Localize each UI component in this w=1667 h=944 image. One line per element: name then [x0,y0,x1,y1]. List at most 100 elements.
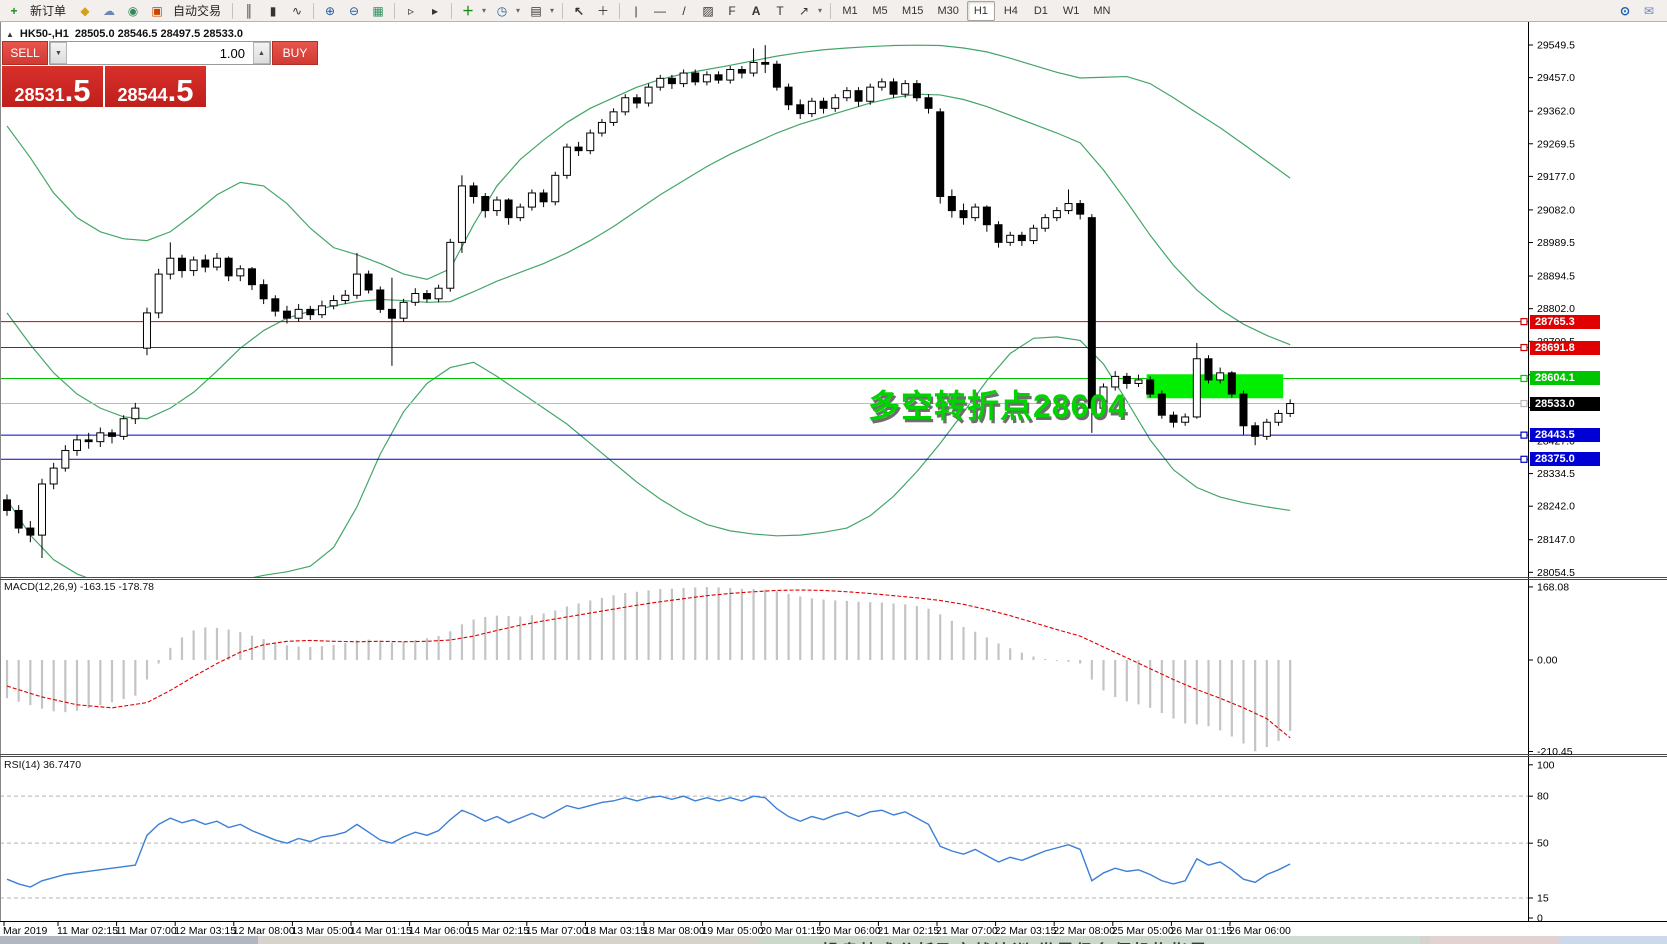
rsi-axis-tick-label: 100 [1537,759,1555,771]
templates-icon[interactable]: ▤ [530,3,542,18]
candle-body [714,74,723,81]
candle-body [1227,372,1236,395]
buy-button[interactable]: BUY [272,41,318,65]
candlestick-icon[interactable]: ▮ [269,3,277,18]
candle-body [1251,425,1260,437]
collapse-panel-icon[interactable]: ▲ [6,29,14,39]
price-tag[interactable]: 28691.8 [1530,340,1600,355]
macd-signal-line [6,589,1291,739]
chart-window[interactable]: 29549.5 29457.0 29362.0 29269.5 29177.0 29082… [0,22,1667,936]
candle-body [1029,227,1038,242]
time-axis-label: 21 Mar 02:15 [877,925,939,936]
period-clock-icon[interactable]: ◷ [496,3,508,18]
bollinger-lower-band [6,336,1291,577]
timeframe-button-m1[interactable]: M1 [842,4,858,17]
text-icon[interactable]: A [751,3,761,18]
bollinger-middle-band [6,93,1291,420]
candle-body [807,100,816,115]
sell-price-display[interactable]: 28531.5 [2,66,103,107]
vertical-line-icon[interactable]: | [634,3,638,18]
candle-body [877,81,886,88]
timeframe-button-d1[interactable]: D1 [1033,4,1048,17]
bar-chart-icon[interactable]: ║ [244,3,254,18]
candle-body [1006,234,1015,243]
dropdown-caret-icon[interactable]: ▾ [482,6,487,15]
scroll-chart-icon[interactable]: ▹ [408,3,415,18]
zoom-out-icon[interactable]: ⊖ [349,3,360,18]
chart-annotation-text[interactable]: 多空转折点28604 [868,388,1127,424]
chart-canvas[interactable]: 29549.5 29457.0 29362.0 29269.5 29177.0 29082… [0,22,1667,936]
new-order-label[interactable]: 新订单 [30,4,67,18]
autotrading-label[interactable]: 自动交易 [173,4,222,18]
candle-body [422,293,431,300]
community-icon[interactable]: ☁ [103,3,116,18]
time-axis-label: 13 Mar 05:00 [291,925,353,936]
timeframe-button-m30[interactable]: M30 [937,4,959,17]
dropdown-caret-icon[interactable]: ▾ [516,6,521,15]
volume-input[interactable] [67,42,253,64]
sell-price-main: 28531 [14,85,65,105]
price-tag[interactable]: 28533.0 [1530,396,1600,411]
level-line-handle[interactable] [1520,318,1528,326]
level-line-handle[interactable] [1520,431,1528,439]
timeframe-button-m15[interactable]: M15 [902,4,924,17]
rsi-pane[interactable] [0,795,1528,899]
macd-pane[interactable] [5,586,1292,752]
candle-body [294,308,303,319]
channel-icon[interactable]: ▨ [702,3,714,18]
zoom-in-icon[interactable]: ⊕ [325,3,336,18]
level-line-handle[interactable] [1520,343,1528,352]
gem-icon[interactable]: ◆ [80,3,90,18]
chat-icon[interactable]: ✉ [1643,3,1655,18]
volume-decrease-button[interactable]: ▼ [50,42,67,64]
timeframe-button-w1[interactable]: W1 [1062,4,1080,17]
timeframe-button-mn[interactable]: MN [1093,4,1111,17]
timeframe-button-m5[interactable]: M5 [872,4,888,17]
cursor-icon[interactable]: ↖ [574,3,585,18]
sell-button[interactable]: SELL [2,41,48,65]
candle-body [597,121,606,134]
candle-body [947,195,956,212]
level-line-handle[interactable] [1520,455,1528,463]
horizontal-line-icon[interactable]: — [654,3,667,18]
crosshair-icon[interactable]: ＋ [597,4,610,18]
new-order-icon[interactable]: + [10,3,18,18]
dropdown-caret-icon[interactable]: ▾ [818,6,823,15]
timeframe-button-h1[interactable]: H1 [966,0,995,21]
price-axis-tick-label: 28894.5 [1537,271,1575,283]
search-icon[interactable]: ⊙ [1619,3,1631,18]
timeframe-button-h4[interactable]: H4 [1003,4,1018,17]
bottom-taskbar-strip [0,936,1667,944]
candle-body [457,185,466,243]
main-price-pane[interactable] [0,44,1528,591]
volume-increase-button[interactable]: ▲ [253,42,270,64]
line-chart-icon[interactable]: ∿ [292,3,303,18]
add-indicator-icon[interactable]: ＋ [462,4,475,18]
candle-body [352,273,361,296]
price-tag[interactable]: 28765.3 [1530,314,1600,329]
shift-end-icon[interactable]: ▸ [432,3,439,18]
trendline-icon[interactable]: / [682,3,686,18]
level-line-handle[interactable] [1520,399,1528,408]
tile-windows-icon[interactable]: ▦ [372,3,384,18]
buy-price-display[interactable]: 28544.5 [105,66,206,107]
level-line-handle[interactable] [1520,374,1528,383]
price-tag[interactable]: 28443.5 [1530,428,1600,443]
rsi-axis-tick-label: 15 [1537,892,1549,904]
candle-body [481,195,490,212]
autotrading-icon[interactable]: ▣ [151,3,163,18]
candle-body [1076,203,1085,215]
price-axis-tick-label: 28242.0 [1537,501,1575,513]
candle-body [26,527,35,536]
dropdown-caret-icon[interactable]: ▾ [550,6,555,15]
signals-icon[interactable]: ◉ [127,3,139,18]
shapes-icon[interactable]: ↗ [799,3,810,18]
price-tag[interactable]: 28375.0 [1530,452,1600,467]
price-tag[interactable]: 28604.1 [1530,371,1600,386]
candle-body [306,308,315,316]
highlight-zone-rect[interactable] [1146,374,1284,399]
text-label-icon[interactable]: T [776,3,784,18]
candle-body [761,61,770,65]
fibonacci-icon[interactable]: F [728,3,736,18]
